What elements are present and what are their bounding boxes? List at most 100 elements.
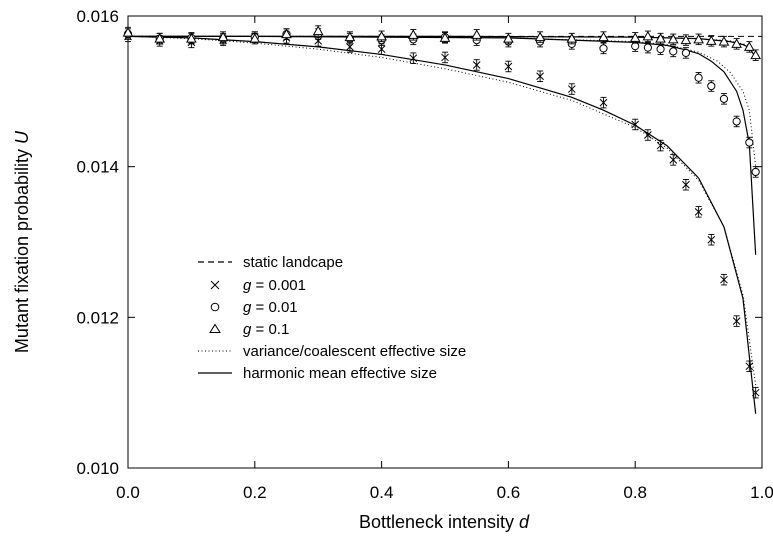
cross-marker bbox=[656, 141, 665, 150]
data-point-triangle bbox=[344, 31, 356, 43]
triangle-marker bbox=[312, 25, 324, 36]
x-tick-label: 0.4 bbox=[370, 483, 394, 502]
cross-marker bbox=[441, 53, 449, 62]
data-point-triangle bbox=[566, 32, 578, 45]
data-point-triangle bbox=[217, 31, 229, 43]
data-point-cross bbox=[631, 118, 640, 131]
triangle-marker bbox=[743, 41, 755, 51]
data-point-circle bbox=[643, 41, 652, 54]
x-tick-label: 0.0 bbox=[116, 483, 140, 502]
data-point-triangle bbox=[439, 32, 451, 44]
circle-marker bbox=[643, 43, 652, 52]
circle-marker bbox=[681, 48, 691, 58]
data-point-cross bbox=[409, 52, 418, 64]
data-point-triangle bbox=[629, 32, 641, 44]
data-point-triangle bbox=[693, 33, 704, 46]
data-point-cross bbox=[644, 129, 652, 141]
circle-marker bbox=[631, 42, 640, 51]
cross-marker bbox=[346, 43, 354, 51]
circle-marker bbox=[599, 44, 608, 53]
triangle-marker bbox=[281, 28, 292, 39]
cross-marker bbox=[631, 120, 640, 129]
cross-marker bbox=[644, 131, 652, 139]
data-point-cross bbox=[745, 360, 754, 373]
legend-entry-g-0.001: g = 0.001 bbox=[210, 277, 306, 294]
data-point-triangle bbox=[655, 32, 666, 45]
x-tick-label: 0.8 bbox=[623, 483, 647, 502]
data-point-cross bbox=[504, 60, 513, 73]
data-point-circle bbox=[669, 45, 678, 58]
data-point-cross bbox=[720, 273, 728, 286]
triangle-marker bbox=[503, 33, 514, 43]
data-point-triangle bbox=[705, 35, 717, 47]
data-point-cross bbox=[567, 83, 576, 95]
cross-marker bbox=[669, 156, 678, 164]
data-point-triangle bbox=[186, 32, 197, 45]
plot-frame bbox=[127, 15, 763, 469]
data-point-triangle bbox=[249, 32, 261, 45]
cross-marker bbox=[314, 37, 323, 45]
circle-marker bbox=[694, 73, 703, 82]
triangle-marker bbox=[705, 35, 717, 45]
series-line-dotted-0 bbox=[127, 35, 757, 386]
data-point-triangle bbox=[680, 34, 692, 46]
data-point-circle bbox=[681, 47, 691, 59]
triangle-marker bbox=[642, 30, 654, 41]
y-tick-label: 0.010 bbox=[76, 459, 119, 478]
legend-entry-g-0.01: g = 0.01 bbox=[210, 299, 298, 316]
triangle-marker bbox=[439, 32, 451, 42]
cross-marker bbox=[751, 388, 760, 397]
y-tick-label: 0.012 bbox=[76, 308, 119, 327]
legend-label: variance/coalescent effective size bbox=[243, 343, 466, 360]
data-point-cross bbox=[472, 59, 481, 71]
circle-marker bbox=[719, 94, 729, 103]
triangle-marker bbox=[629, 32, 641, 42]
triangle-marker bbox=[680, 34, 692, 45]
data-point-cross bbox=[707, 234, 716, 246]
cross-marker bbox=[409, 54, 418, 63]
legend-swatch-triangle-marker bbox=[209, 323, 221, 333]
y-axis-label: Mutant fixation probability U bbox=[12, 130, 32, 353]
cross-marker bbox=[536, 72, 544, 81]
x-tick-label: 1.0 bbox=[750, 483, 773, 502]
data-point-triangle bbox=[471, 29, 483, 41]
legend-entry-harmonic: harmonic mean effective size bbox=[198, 365, 437, 382]
data-point-triangle bbox=[598, 31, 609, 43]
data-point-triangle bbox=[534, 31, 546, 43]
data-point-cross bbox=[682, 179, 690, 191]
triangle-marker bbox=[731, 38, 742, 48]
data-point-circle bbox=[751, 166, 760, 178]
triangle-marker bbox=[718, 36, 730, 46]
data-point-cross bbox=[441, 51, 449, 64]
legend-entry-variance: variance/coalescent effective size bbox=[198, 343, 466, 360]
cross-marker bbox=[745, 362, 754, 371]
circle-marker bbox=[707, 81, 716, 91]
cross-marker bbox=[599, 98, 608, 107]
legend-label: g = 0.01 bbox=[243, 299, 298, 316]
data-point-cross bbox=[536, 70, 544, 82]
triangle-marker bbox=[154, 33, 166, 43]
circle-marker bbox=[745, 138, 754, 147]
data-point-cross bbox=[669, 154, 678, 166]
series-line-solid-1 bbox=[128, 35, 757, 255]
data-point-circle bbox=[694, 72, 703, 84]
data-point-triangle bbox=[718, 35, 730, 48]
cross-marker bbox=[504, 62, 513, 71]
legend-label: static landcape bbox=[243, 254, 343, 271]
triangle-marker bbox=[217, 31, 229, 42]
data-point-circle bbox=[745, 136, 754, 149]
data-point-triangle bbox=[642, 30, 654, 43]
triangle-marker bbox=[693, 33, 704, 44]
cross-marker bbox=[377, 45, 386, 54]
circle-marker bbox=[751, 167, 760, 177]
cross-marker bbox=[567, 85, 576, 93]
triangle-marker bbox=[566, 33, 578, 43]
triangle-marker bbox=[655, 33, 666, 43]
legend-entry-g-0.1: g = 0.1 bbox=[209, 321, 289, 338]
cross-marker bbox=[732, 317, 741, 325]
cross-marker bbox=[707, 235, 716, 244]
data-point-triangle bbox=[312, 25, 324, 37]
triangle-marker bbox=[667, 33, 679, 44]
data-point-cross bbox=[751, 386, 760, 399]
